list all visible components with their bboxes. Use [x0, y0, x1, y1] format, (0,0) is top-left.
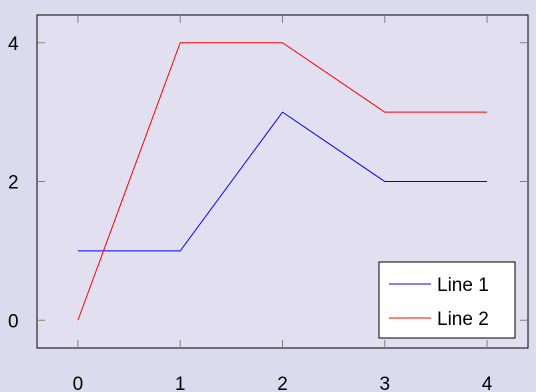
- x-tick-label: 1: [175, 374, 186, 392]
- legend-label-line-1: Line 1: [437, 275, 489, 296]
- x-tick-label: 2: [277, 374, 288, 392]
- series-line-2: [77, 42, 488, 321]
- y-tick-label: 2: [8, 173, 19, 194]
- x-tick-label: 0: [73, 374, 84, 392]
- legend: Line 1 Line 2: [378, 261, 516, 339]
- x-tick-label: 4: [482, 374, 493, 392]
- tick-labels: 0 1 2 3 4 0 2 4: [8, 34, 493, 392]
- axis-ticks: [37, 15, 528, 348]
- legend-box: [378, 261, 516, 339]
- legend-label-line-2: Line 2: [437, 309, 489, 330]
- x-tick-label: 3: [380, 374, 391, 392]
- y-tick-label: 4: [8, 34, 19, 55]
- series-layer: [77, 42, 488, 321]
- y-tick-label: 0: [8, 311, 19, 332]
- series-line-1: [77, 111, 488, 252]
